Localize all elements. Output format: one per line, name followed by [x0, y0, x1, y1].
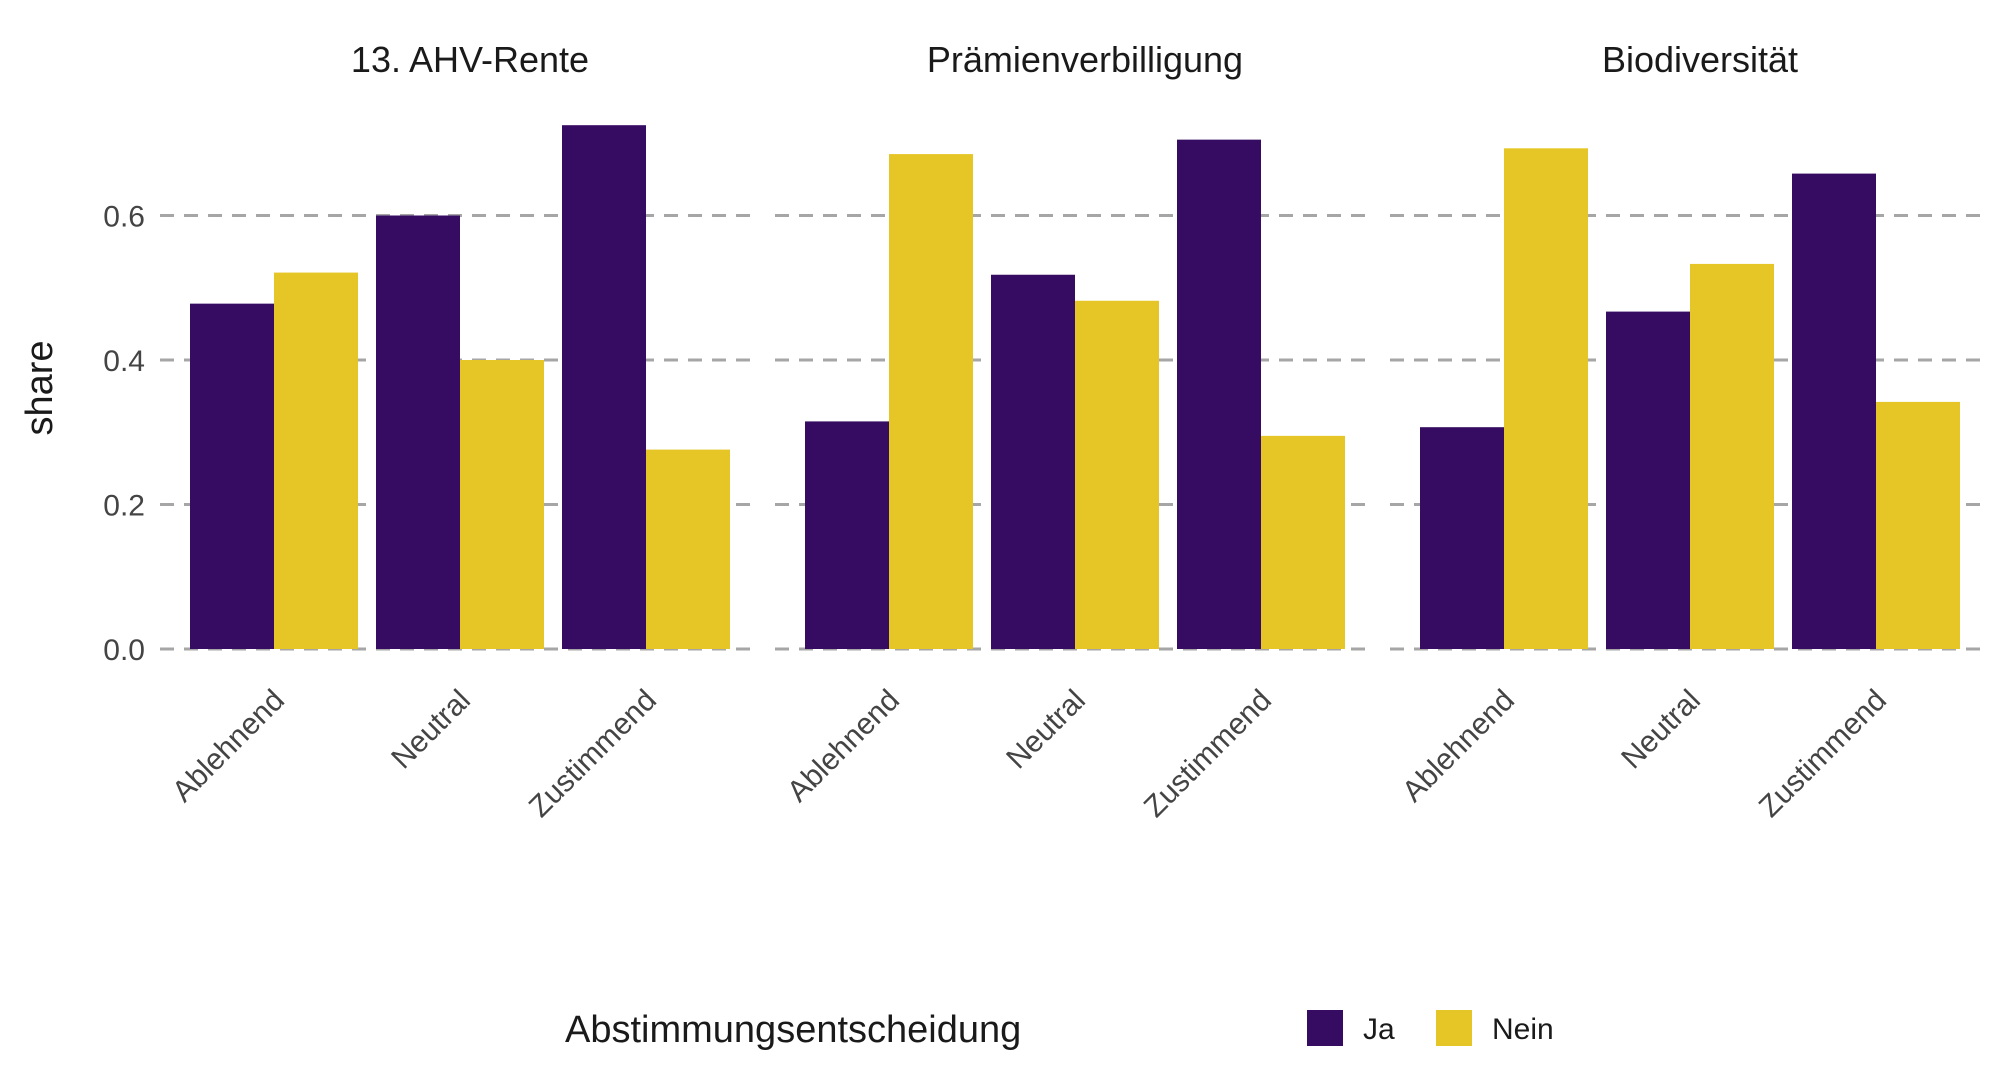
x-tick-label: Zustimmend [523, 684, 663, 824]
legend: Abstimmungsentscheidung Ja Nein [565, 1009, 1554, 1051]
x-tick-label: Neutral [1615, 684, 1707, 776]
legend-label-ja: Ja [1363, 1013, 1395, 1046]
bar-ja-zustimmend [1177, 139, 1261, 649]
panel-title: Prämienverbilligung [927, 39, 1243, 80]
legend-key-nein [1436, 1010, 1472, 1046]
bar-ja-ablehnend [1420, 427, 1504, 649]
bar-nein-ablehnend [274, 272, 358, 649]
x-tick-label: Neutral [1000, 684, 1092, 776]
legend-label-nein: Nein [1492, 1013, 1554, 1046]
bar-ja-neutral [1606, 311, 1690, 649]
bar-nein-neutral [1690, 263, 1774, 649]
bar-nein-neutral [1075, 300, 1159, 649]
x-tick-label: Ablehnend [166, 684, 291, 809]
bar-nein-zustimmend [1876, 401, 1960, 649]
x-tick-label: Zustimmend [1138, 684, 1278, 824]
bar-nein-zustimmend [1261, 435, 1345, 649]
panel-title: Biodiversität [1602, 39, 1798, 80]
y-tick-label: 0.2 [103, 490, 145, 523]
y-axis-label: share [19, 340, 61, 435]
panel-title: 13. AHV-Rente [351, 39, 589, 80]
bar-nein-zustimmend [646, 449, 730, 649]
bar-nein-neutral [460, 360, 544, 649]
x-tick-label: Ablehnend [1396, 684, 1521, 809]
y-tick-label: 0.6 [103, 201, 145, 234]
bar-ja-ablehnend [190, 303, 274, 649]
x-tick-label: Zustimmend [1753, 684, 1893, 824]
x-tick-label: Neutral [385, 684, 477, 776]
bar-ja-ablehnend [805, 421, 889, 649]
bar-ja-neutral [376, 215, 460, 649]
y-tick-label: 0.0 [103, 634, 145, 667]
bar-ja-zustimmend [1792, 173, 1876, 649]
bar-ja-neutral [991, 274, 1075, 649]
bars [190, 125, 1960, 649]
bar-nein-ablehnend [889, 154, 973, 649]
bar-nein-ablehnend [1504, 148, 1588, 649]
bar-ja-zustimmend [562, 125, 646, 649]
legend-key-ja [1307, 1010, 1343, 1046]
y-tick-label: 0.4 [103, 345, 145, 378]
x-tick-label: Ablehnend [781, 684, 906, 809]
legend-title: Abstimmungsentscheidung [565, 1009, 1021, 1051]
